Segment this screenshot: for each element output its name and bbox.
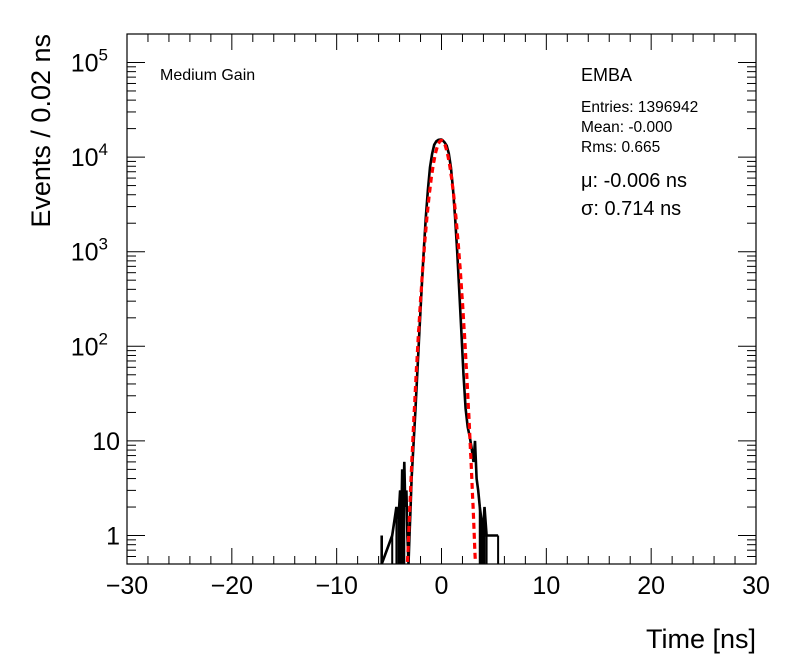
mu-stat: μ: -0.006 ns bbox=[581, 170, 687, 192]
gain-label: Medium Gain bbox=[160, 67, 255, 84]
x-tick-label: 30 bbox=[742, 572, 770, 600]
sigma-stat: σ: 0.714 ns bbox=[581, 198, 681, 220]
y-tick-label: 102 bbox=[71, 329, 108, 361]
fit-layer bbox=[405, 138, 477, 562]
x-tick-label: 10 bbox=[532, 572, 560, 600]
y-axis-tick-labels: 1 10 102 103 104 105 bbox=[71, 45, 120, 550]
mean-stat: Mean: -0.000 bbox=[581, 119, 673, 136]
entries-stat: Entries: 1396942 bbox=[581, 99, 698, 116]
y-tick-label: 103 bbox=[71, 235, 108, 267]
y-axis-ticks bbox=[127, 33, 756, 565]
y-tick-label: 10 bbox=[92, 428, 120, 456]
x-axis-title: Time [ns] bbox=[646, 624, 756, 654]
x-axis-tick-labels: −30 −20 −10 0 10 20 30 bbox=[106, 572, 770, 600]
gaussian-fit-curve bbox=[405, 138, 477, 562]
y-tick-label: 104 bbox=[71, 140, 108, 172]
x-tick-label: 20 bbox=[637, 572, 665, 600]
x-tick-label: 0 bbox=[435, 572, 449, 600]
y-axis-title: Events / 0.02 ns bbox=[26, 34, 56, 228]
y-tick-label: 1 bbox=[106, 523, 120, 551]
x-axis-ticks bbox=[126, 34, 757, 564]
histogram-layer bbox=[380, 138, 500, 565]
y-tick-label: 105 bbox=[71, 45, 108, 77]
region-label: EMBA bbox=[581, 65, 632, 85]
rms-stat: Rms: 0.665 bbox=[581, 139, 660, 156]
x-tick-label: −20 bbox=[211, 572, 253, 600]
x-tick-label: −10 bbox=[315, 572, 357, 600]
x-tick-label: −30 bbox=[106, 572, 148, 600]
